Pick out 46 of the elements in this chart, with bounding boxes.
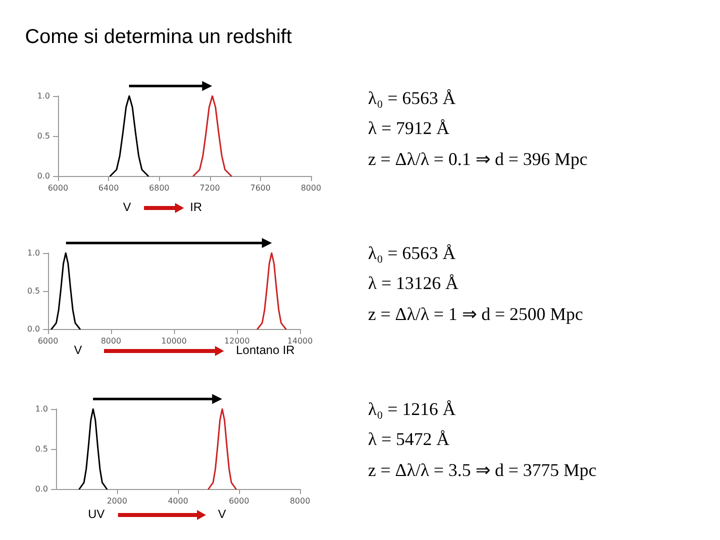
y-tick-label: 0.0: [35, 484, 48, 494]
x-tick-label: 6800: [149, 184, 170, 192]
y-tick-label: 0.5: [37, 132, 50, 140]
text: λ₀ = 6563 Å: [368, 243, 456, 264]
text: z = Δλ/λ = 3.5 ⇒ d = 3775 Mpc: [368, 459, 596, 481]
x-tick-label: 8000: [290, 496, 310, 506]
y-tick-label: 0.5: [27, 286, 40, 296]
text: IR: [190, 200, 202, 214]
line-series: [192, 95, 232, 177]
y-tick-label: 1.0: [27, 248, 40, 258]
text: λ = 5472 Å: [368, 429, 450, 450]
x-tick-label: 7600: [250, 184, 271, 192]
y-tick-label: 1.0: [37, 92, 50, 100]
x-tick-label: 12000: [224, 336, 250, 346]
text: UV: [88, 507, 105, 521]
line-series: [50, 252, 81, 330]
text: λ₀ = 6563 Å: [368, 88, 456, 109]
x-tick-label: 2000: [106, 496, 128, 506]
text: λ₀ = 1216 Å: [368, 399, 456, 420]
line-series: [109, 95, 149, 177]
text: V: [218, 507, 226, 521]
text: λ = 7912 Å: [368, 118, 450, 139]
x-tick-label: 6000: [48, 184, 68, 192]
x-tick-label: 6000: [38, 336, 58, 346]
y-tick-label: 1.0: [35, 404, 48, 414]
line-series: [256, 252, 287, 330]
y-tick-label: 0.0: [27, 324, 40, 334]
y-tick-label: 0.5: [35, 444, 48, 454]
text: Lontano IR: [236, 343, 295, 357]
y-tick-label: 0.0: [37, 172, 50, 180]
x-tick-label: 8000: [300, 184, 322, 192]
text: z = Δλ/λ = 1 ⇒ d = 2500 Mpc: [368, 303, 583, 325]
x-tick-label: 8000: [100, 336, 122, 346]
x-tick-label: 6400: [98, 184, 119, 192]
x-tick-label: 7200: [200, 184, 220, 192]
line-series: [78, 408, 108, 490]
text: V: [74, 343, 82, 357]
x-tick-label: 6000: [228, 496, 250, 506]
x-tick-label: 14000: [287, 336, 313, 346]
text: V: [123, 200, 132, 214]
text: z = Δλ/λ = 0.1 ⇒ d = 396 Mpc: [368, 148, 588, 170]
line-series: [208, 408, 237, 490]
x-tick-label: 10000: [161, 336, 187, 346]
x-tick-label: 4000: [168, 496, 188, 506]
chart-title: Come si determina un redshift: [25, 26, 292, 48]
text: λ = 13126 Å: [368, 273, 458, 294]
